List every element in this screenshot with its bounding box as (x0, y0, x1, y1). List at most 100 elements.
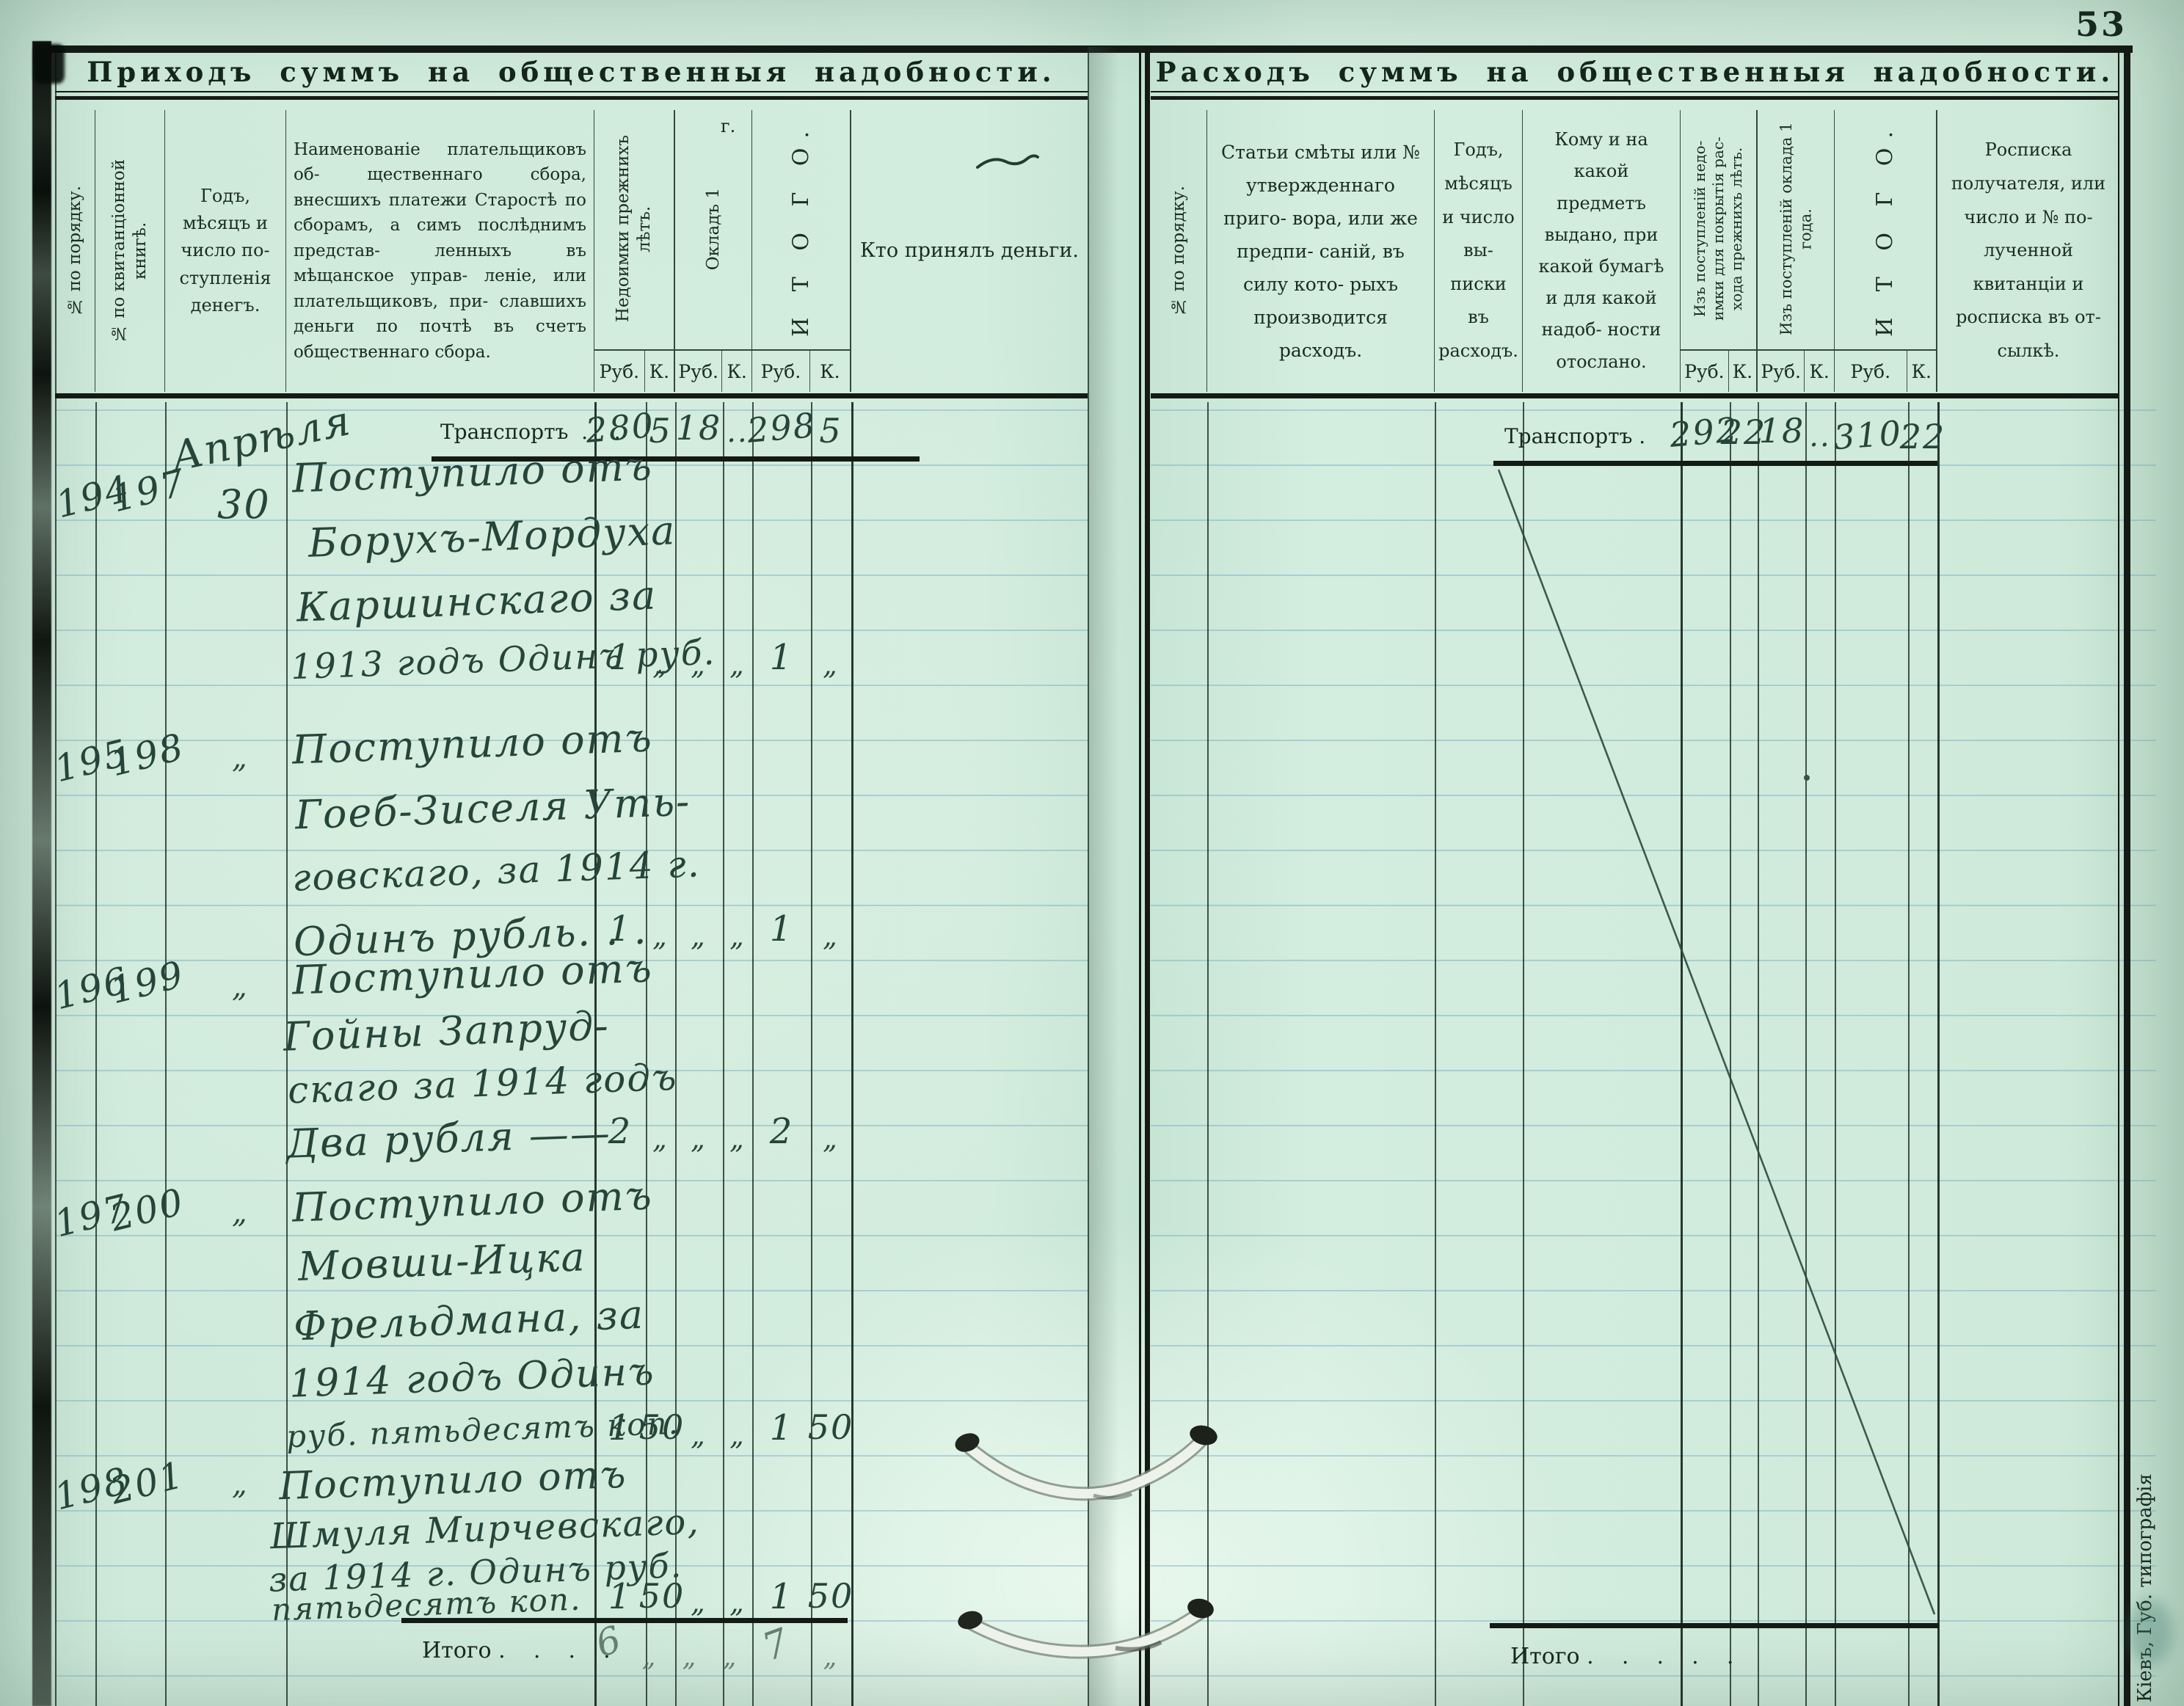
frame-right-thin-rule (2118, 45, 2119, 1706)
left-col-receipt-no-label: № по квитанціонной книгѣ. (109, 158, 150, 343)
right-col-from-salary-label: Изъ поступленій оклада 1 года. (1777, 122, 1814, 336)
entry-money: 50 (638, 1407, 685, 1447)
table-rule (646, 402, 647, 1706)
right-transport-value: 22 (1899, 417, 1946, 456)
right-itogo-rule (1490, 1623, 1939, 1628)
kop-label: К. (1809, 360, 1830, 382)
right-col-date-label: Годъ, мѣсяцъ и число вы- писки въ расход… (1438, 139, 1518, 361)
entry-money: 1 (769, 1576, 794, 1617)
right-col-date: Годъ, мѣсяцъ и число вы- писки въ расход… (1435, 110, 1523, 392)
entry-money: „ (823, 649, 839, 681)
right-col-signature: Росписка получателя, или число и № по- л… (1937, 110, 2119, 392)
entry-money: 50 (638, 1576, 685, 1616)
entry-money: 1 (769, 637, 794, 678)
table-rule (95, 402, 97, 1706)
entry-money: „ (652, 920, 669, 952)
rub-label: Руб. (1681, 351, 1729, 392)
rub-label: Руб. (675, 351, 723, 392)
right-header-bottom-rule (1151, 393, 2119, 398)
itogo-value: „ (722, 1642, 738, 1672)
left-col-salary-year-label: г. (721, 116, 736, 136)
entry-money: „ (729, 1123, 746, 1155)
table-rule (1207, 402, 1209, 1706)
left-arrears-rub-kop: Руб. К. (594, 349, 674, 392)
entry-money: „ (691, 920, 707, 952)
left-header-row: № по порядку. № по квитанціонной книгѣ. … (55, 110, 1088, 392)
entry-money: 1 (769, 1407, 794, 1448)
ink-smudge (2128, 1600, 2172, 1666)
frame-left-inner-rule (55, 47, 57, 1706)
kop-label: К. (727, 360, 747, 382)
right-page-title: Расходъ суммъ на общественныя надобности… (1155, 56, 2115, 88)
entry-money: „ (691, 1123, 707, 1155)
left-col-receiver-label: Кто принялъ деньги. (860, 239, 1079, 263)
gutter-shadow (1089, 47, 1143, 1706)
right-col-order-no-label: № по порядку. (1168, 186, 1188, 316)
left-col-total-label: И Т О Г О. (787, 121, 814, 337)
right-transport-underline (1493, 461, 1937, 466)
right-col-total-label: И Т О Г О. (1872, 121, 1899, 337)
gutter-rule-thick (1145, 47, 1150, 1706)
itogo-value: „ (641, 1642, 658, 1672)
table-rule (723, 402, 724, 1706)
left-col-arrears-label: Недоимки прежнихъ лѣтъ. (614, 135, 654, 323)
table-rule (752, 402, 754, 1706)
itogo-value: „ (823, 1642, 839, 1672)
kop-label: К. (820, 360, 840, 382)
table-rule (1681, 402, 1683, 1706)
table-rule (1937, 402, 1940, 1706)
entry-money: 1 (608, 1576, 633, 1617)
entry-money: „ (823, 1123, 839, 1155)
rub-label: Руб. (1835, 351, 1907, 392)
left-itogo-rule (401, 1618, 848, 1623)
left-transport-value: .. (727, 415, 749, 449)
table-rule (1908, 402, 1910, 1706)
frame-top-rule (41, 45, 2133, 53)
entry-money: „ (729, 1419, 746, 1451)
rub-label: Руб. (752, 351, 810, 392)
left-transport-underline (432, 456, 920, 462)
right-itogo-label: Итого . . . . . (1510, 1644, 1734, 1669)
table-rule (811, 402, 812, 1706)
table-rule (1758, 402, 1759, 1706)
entry-date: „ (232, 1468, 249, 1501)
entry-money: 50 (807, 1407, 854, 1447)
page-number: 53 (2075, 4, 2127, 44)
itogo-value: „ (682, 1642, 698, 1672)
entry-date: 30 (217, 481, 271, 528)
right-transport-value: 22 (1720, 412, 1767, 452)
right-col-total: И Т О Г О. Руб. К. (1835, 110, 1937, 392)
left-salary-rub-kop: Руб. К. (675, 349, 751, 392)
book-edge-shadow (32, 41, 51, 1706)
left-page-right-rule (1088, 47, 1089, 1706)
ruled-lines-right (1151, 356, 2156, 1706)
entry-money: 1 (608, 1407, 633, 1448)
left-header-bottom-rule (55, 393, 1088, 398)
right-col-purpose: Кому и на какой предметъ выдано, при как… (1523, 110, 1681, 392)
table-rule (1435, 402, 1436, 1706)
gutter-rule-thin (1139, 47, 1141, 1706)
right-total-rub-kop: Руб. К. (1835, 349, 1936, 392)
entry-money: „ (729, 1586, 746, 1619)
left-itogo-label: Итого . . . . (422, 1638, 611, 1663)
entry-money: „ (729, 920, 746, 952)
left-col-receiver: Кто принялъ деньги. (851, 110, 1088, 392)
left-transport-label: Транспортъ . . (440, 420, 621, 444)
right-header-row: № по порядку. Статьи смѣты или № утвержд… (1151, 110, 2119, 392)
right-col-from-salary: Изъ поступленій оклада 1 года. Руб. К. (1758, 110, 1835, 392)
entry-date: „ (232, 741, 249, 775)
right-title-rule-thick (1151, 96, 2119, 100)
table-rule (1835, 402, 1836, 1706)
left-title-rule-thick (55, 96, 1088, 100)
entry-money: 2 (608, 1111, 633, 1152)
right-col-order-no: № по порядку. (1151, 110, 1207, 392)
right-col-signature-label: Росписка получателя, или число и № по- л… (1951, 139, 2106, 361)
left-transport-value: 5 (819, 411, 842, 451)
table-rule (594, 402, 597, 1706)
left-col-salary-label: Окладъ 1 (703, 187, 723, 271)
entry-money: „ (652, 1123, 669, 1155)
left-title-rule-thin (55, 91, 1088, 92)
entry-money: „ (691, 1419, 707, 1451)
left-page-title: Приходъ суммъ на общественныя надобности… (87, 56, 1056, 88)
